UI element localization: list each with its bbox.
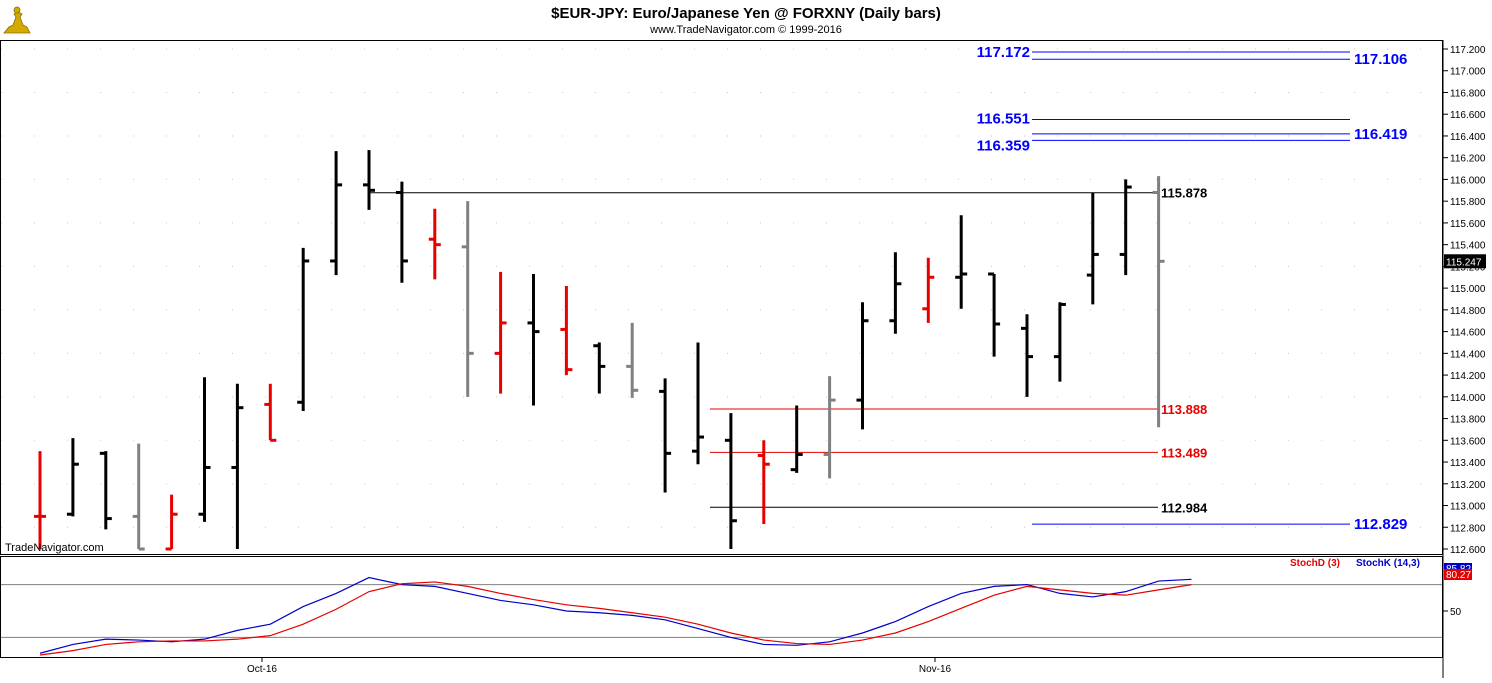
level-label: 113.888 [1161, 402, 1207, 417]
ohlc-bars [34, 150, 1165, 551]
ohlc-bar [330, 151, 343, 276]
ohlc-bar [264, 383, 277, 442]
y-tick-label: 112.800 [1450, 523, 1486, 534]
y-tick-label: 113.600 [1450, 436, 1486, 447]
chart-title: $EUR-JPY: Euro/Japanese Yen @ FORXNY (Da… [551, 5, 941, 22]
stochd-last-box [1444, 569, 1472, 580]
legend-stochk: StochK (14,3) [1356, 558, 1420, 569]
price-panel-frame [0, 40, 1443, 555]
ohlc-bar [1086, 192, 1099, 305]
stochastic-panel-frame [0, 556, 1443, 658]
price-levels: 117.172 117.106 116.551 116.359 116.419 115.8… [370, 44, 1407, 533]
chart-subtitle: www.TradeNavigator.com © 1999-2016 [649, 24, 842, 36]
y-tick-label: 116.000 [1450, 175, 1486, 186]
ohlc-bar [231, 383, 244, 549]
date-axis: Oct-16 Nov-16 [247, 657, 952, 675]
y-tick-label: 114.600 [1450, 328, 1486, 339]
level-label: 113.489 [1161, 445, 1207, 460]
y-tick-label: 114.400 [1450, 349, 1486, 360]
y-tick-label: 115.800 [1450, 197, 1486, 208]
stochk-last-box [1444, 563, 1472, 574]
ohlc-bar [494, 271, 507, 394]
x-tick-label: Nov-16 [919, 664, 952, 675]
ohlc-bar [1053, 302, 1066, 382]
legend-stochd: StochD (3) [1290, 558, 1340, 569]
level-label: 116.551 [977, 111, 1030, 128]
ohlc-bar [889, 252, 902, 334]
y-tick-label: 115.000 [1450, 284, 1486, 295]
level-label: 116.359 [977, 137, 1030, 154]
ohlc-bar [66, 438, 79, 517]
level-label: 112.829 [1354, 516, 1407, 533]
level-label: 116.419 [1354, 126, 1407, 143]
y-tick-label: 113.200 [1450, 480, 1486, 491]
ohlc-bar [856, 302, 869, 430]
y-tick-label: 116.200 [1450, 154, 1486, 165]
ohlc-bar [461, 201, 474, 397]
trade-navigator-logo-icon [3, 6, 31, 34]
ohlc-bar [757, 440, 770, 524]
y-tick-label: 116.800 [1450, 88, 1486, 99]
ohlc-bar [988, 272, 1001, 357]
ohlc-bar [527, 274, 540, 406]
ohlc-bar [363, 150, 375, 210]
level-label: 117.106 [1354, 51, 1407, 68]
ohlc-bar [395, 181, 408, 283]
ohlc-bar [659, 378, 672, 493]
y-tick-label: 114.200 [1450, 371, 1486, 382]
y-tick-label: 112.600 [1450, 545, 1486, 556]
ohlc-bar [922, 257, 935, 323]
level-label: 115.878 [1161, 186, 1207, 201]
ohlc-bar [560, 285, 573, 376]
ohlc-bar [297, 247, 310, 411]
x-tick-label: Oct-16 [247, 664, 277, 675]
ohlc-bar [428, 208, 441, 280]
ohlc-bar [955, 215, 968, 309]
y-tick-label: 115.400 [1450, 241, 1486, 252]
ohlc-bar [1119, 179, 1132, 276]
ohlc-bar [99, 451, 112, 530]
ohlc-bar [626, 322, 639, 398]
y-tick-label: 116.400 [1450, 132, 1486, 143]
watermark: TradeNavigator.com [5, 542, 104, 554]
ohlc-bar [823, 376, 836, 479]
price-axis: 112.600 112.800 113.000 113.200 113.400 113.6… [1443, 45, 1486, 556]
y-tick-label: 116.600 [1450, 110, 1486, 121]
y-tick-label: 113.400 [1450, 458, 1486, 469]
ohlc-bar [1152, 176, 1165, 428]
y-tick-label: 113.800 [1450, 415, 1486, 426]
stoch-series-line [39, 576, 1192, 654]
level-label: 112.984 [1161, 500, 1208, 515]
last-price-box [1444, 254, 1486, 269]
ohlc-bar [34, 451, 46, 549]
stoch-series-line [39, 581, 1192, 656]
y-tick-label: 113.000 [1450, 502, 1486, 513]
ohlc-bar [165, 494, 178, 551]
ohlc-bar [593, 342, 606, 394]
stochastic-lines: StochD (3)StochK (14,3)5085.8280.27 [1, 558, 1472, 656]
last-price-label: 115.247 [1446, 257, 1482, 268]
ohlc-bar [132, 443, 145, 551]
y-tick-label: 117.200 [1450, 45, 1486, 56]
ohlc-bar [790, 405, 803, 473]
stochd-last-label: 80.27 [1446, 570, 1471, 581]
y-tick-label: 115.600 [1450, 219, 1486, 230]
ohlc-bar [724, 413, 737, 549]
ohlc-bar [1021, 314, 1033, 397]
ohlc-bar [198, 377, 211, 522]
ohlc-bar [692, 342, 704, 465]
y-tick-label: 117.000 [1450, 67, 1486, 78]
stoch-y-tick-label: 50 [1450, 607, 1462, 618]
y-tick-label: 114.000 [1450, 393, 1486, 404]
y-tick-label: 114.800 [1450, 306, 1486, 317]
level-label: 117.172 [977, 44, 1030, 61]
x-axis-band [0, 658, 1443, 678]
